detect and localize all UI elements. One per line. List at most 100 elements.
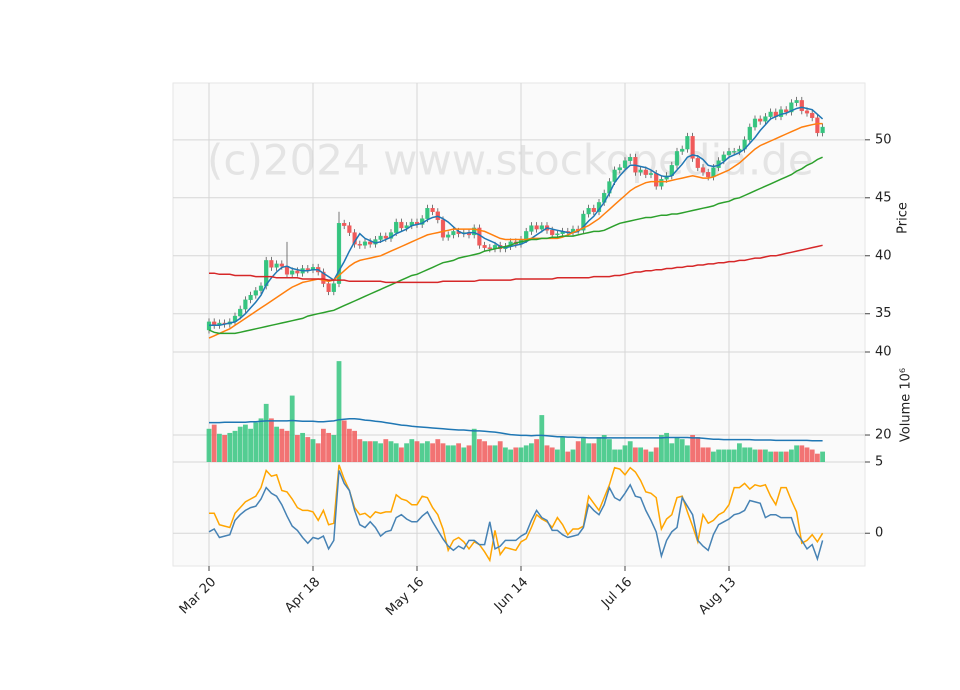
x-tick-label: Mar 20: [177, 575, 220, 618]
volume-bar: [695, 437, 701, 462]
volume-bar: [414, 441, 420, 462]
candle-body: [690, 136, 695, 159]
volume-bar: [367, 441, 373, 462]
candle-body: [643, 169, 648, 175]
candle-body: [446, 234, 451, 238]
volume-bar: [263, 403, 269, 462]
candle-body: [274, 263, 279, 268]
volume-bar: [477, 439, 482, 462]
volume-bar: [206, 428, 212, 462]
candle-body: [534, 225, 539, 230]
volume-bar: [430, 443, 435, 462]
candle-body: [628, 157, 633, 161]
volume-bar: [341, 420, 347, 462]
volume-bar: [617, 449, 623, 462]
volume-bar: [768, 451, 773, 462]
candle-body: [524, 231, 529, 240]
volume-bar: [820, 451, 825, 462]
volume-bar: [274, 426, 279, 462]
y-tick-label: 50: [875, 132, 892, 147]
volume-bar: [508, 449, 513, 462]
candle-body: [430, 208, 435, 212]
candle-body: [487, 247, 492, 250]
candle-body: [258, 285, 264, 291]
volume-bar: [804, 447, 810, 462]
volume-bar: [726, 449, 732, 462]
candle-body: [794, 100, 799, 103]
volume-bar: [326, 432, 331, 462]
volume-bar: [336, 361, 342, 462]
volume-bar: [737, 443, 742, 462]
volume-bar: [773, 451, 779, 462]
volume-bar: [586, 443, 591, 462]
y-tick-label: 0: [875, 526, 883, 541]
candle-body: [269, 260, 274, 268]
candle-body: [685, 136, 690, 150]
candle-body: [378, 235, 383, 240]
y-tick-label: 45: [875, 190, 892, 205]
volume-bar: [815, 453, 820, 462]
volume-bar: [435, 439, 441, 462]
volume-bar: [300, 432, 305, 462]
candle-body: [768, 111, 773, 117]
candle-body: [581, 213, 586, 231]
volume-bar: [643, 449, 649, 462]
volume-bar: [513, 447, 519, 462]
candle-body: [737, 148, 742, 152]
volume-bar: [232, 430, 238, 462]
volume-axis-label: Volume 10⁶: [899, 368, 914, 442]
volume-bar: [716, 449, 721, 462]
candle-body: [331, 283, 336, 292]
candle-body: [752, 118, 758, 128]
volume-bar: [575, 441, 581, 462]
volume-bar: [612, 449, 617, 462]
volume-bar: [674, 437, 680, 462]
volume-bar: [227, 432, 233, 462]
candle-body: [586, 208, 591, 215]
candle-body: [695, 158, 700, 168]
volume-bar: [404, 443, 409, 462]
volume-bar: [279, 428, 285, 462]
line: [208, 470, 824, 562]
volume-bar: [461, 447, 467, 462]
volume-bar: [269, 418, 274, 462]
candle-body: [726, 151, 732, 156]
volume-bar: [409, 439, 415, 462]
candle-body: [638, 169, 643, 173]
candle-body: [357, 243, 362, 246]
volume-bar: [352, 430, 357, 462]
volume-bar: [622, 445, 628, 462]
volume-bar: [648, 451, 654, 462]
candle-body: [622, 160, 628, 168]
line: [209, 418, 823, 442]
volume-bar: [497, 441, 503, 462]
candle-body: [815, 117, 820, 134]
volume-bar: [721, 449, 727, 462]
volume-bar: [596, 437, 602, 462]
volume-bar: [347, 428, 352, 462]
volume-bar: [731, 449, 737, 462]
volume-bar: [659, 435, 664, 462]
volume-bar: [445, 445, 451, 462]
volume-bar: [763, 449, 768, 462]
candle-body: [383, 235, 388, 239]
indicator-panel: [172, 461, 866, 567]
line: [208, 156, 823, 335]
volume-bar: [373, 441, 378, 462]
candle-body: [804, 110, 810, 114]
x-tick-label: Apr 18: [282, 575, 323, 616]
volume-bar: [607, 439, 612, 462]
volume-bar: [310, 439, 316, 462]
volume-bar: [393, 443, 399, 462]
volume-bar: [248, 428, 253, 462]
volume-bar: [700, 447, 706, 462]
line: [208, 122, 823, 339]
candle-body: [784, 109, 789, 113]
volume-bar: [315, 443, 321, 462]
volume-bar: [679, 439, 685, 462]
x-tick-label: Aug 13: [696, 575, 739, 618]
candle-body: [472, 227, 477, 236]
volume-bar: [362, 441, 368, 462]
volume-bar: [789, 449, 794, 462]
volume-bar: [633, 447, 638, 462]
